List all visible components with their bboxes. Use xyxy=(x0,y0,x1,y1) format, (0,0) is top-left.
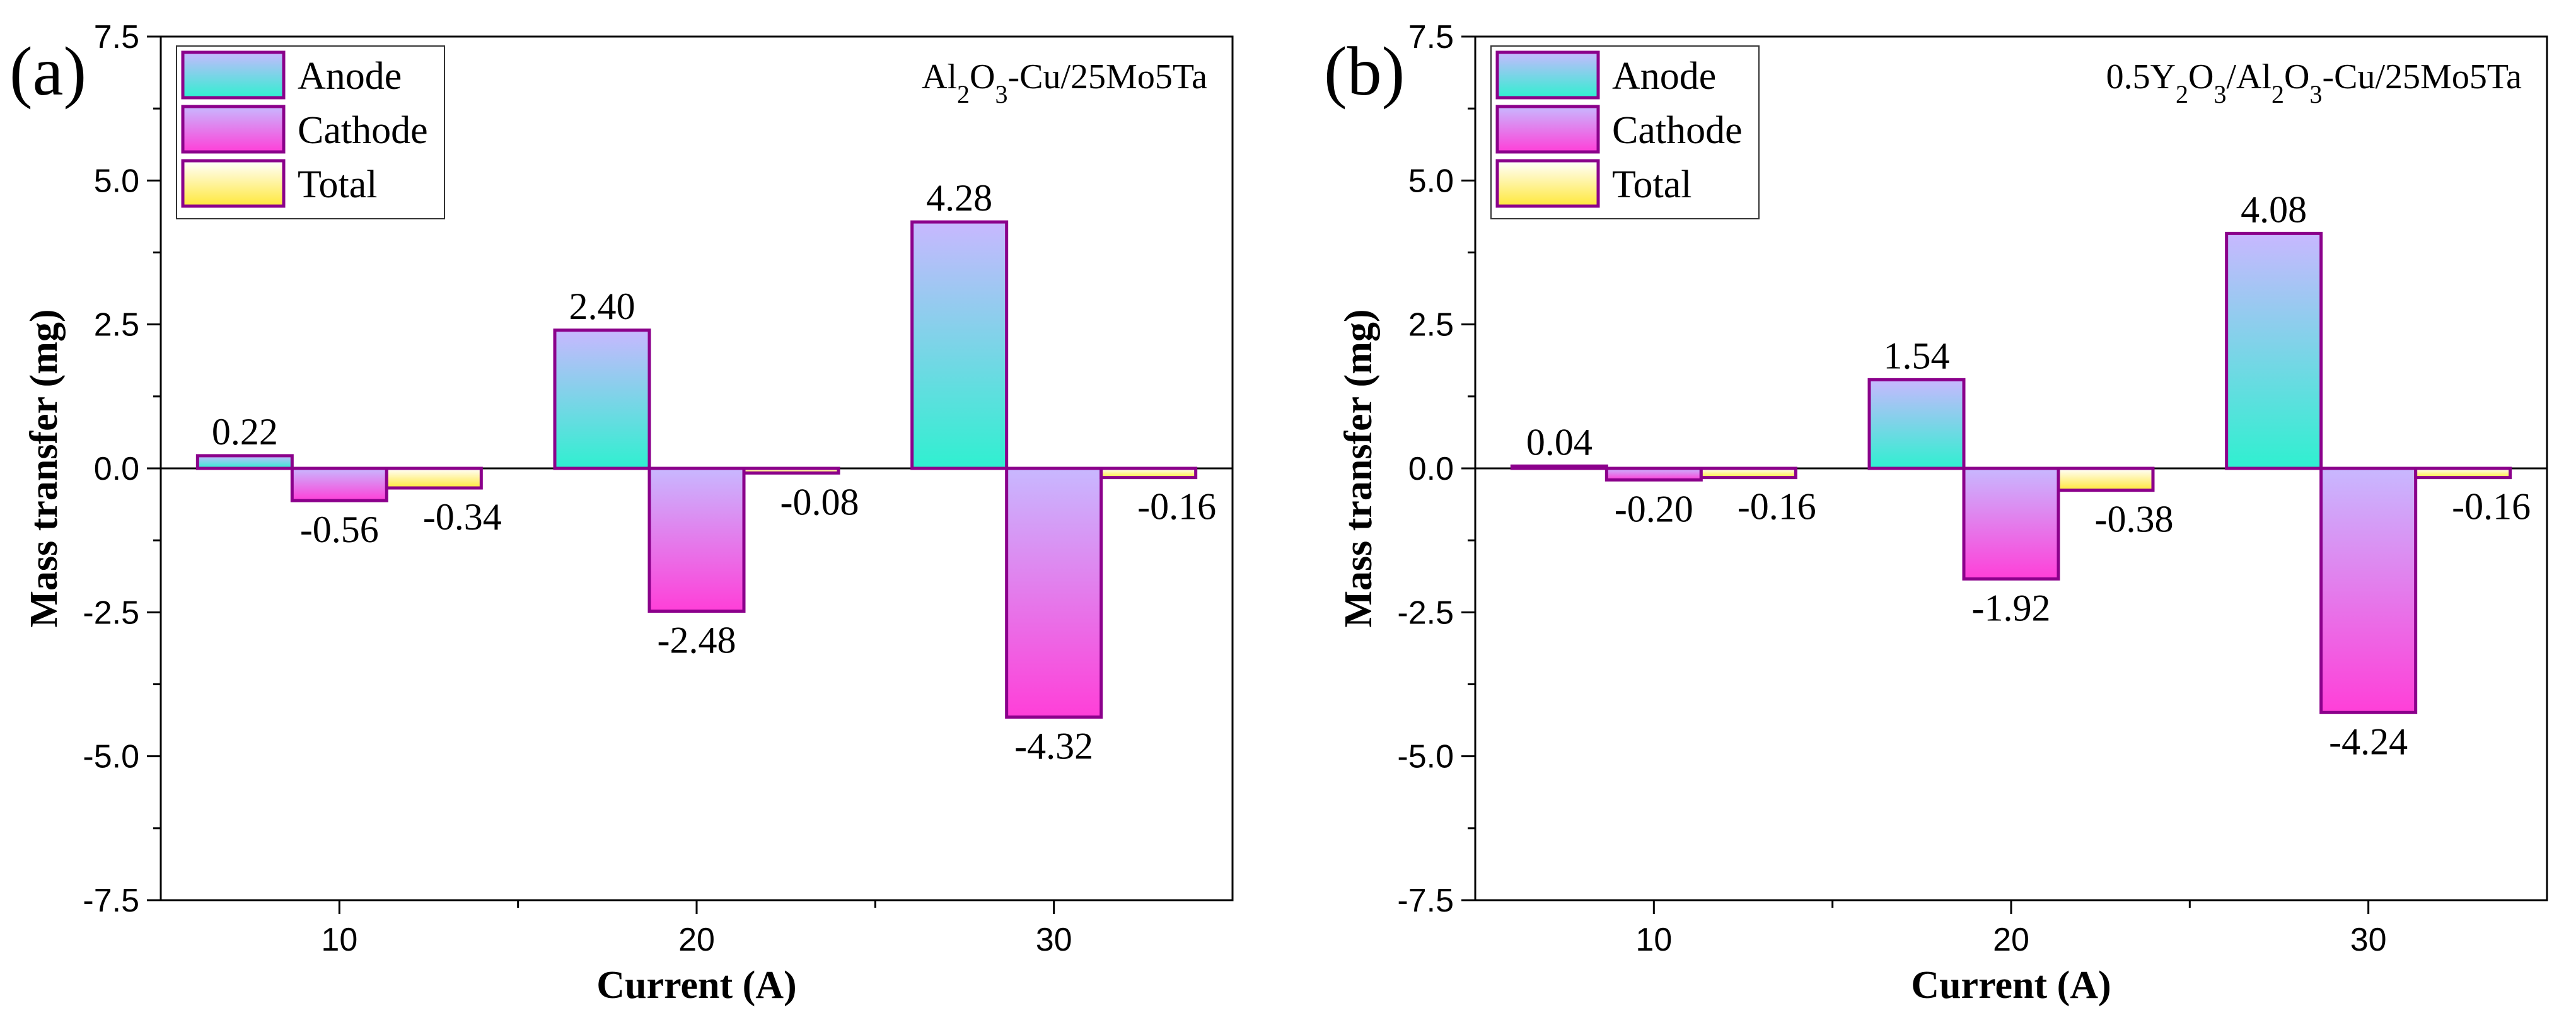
annotation-subscript: 2 xyxy=(2271,80,2284,108)
y-tick-label: 5.0 xyxy=(94,163,139,199)
legend-label-anode: Anode xyxy=(298,55,402,98)
annotation-text: -Cu/25Mo5Ta xyxy=(1007,57,1207,96)
y-tick-label: 0.0 xyxy=(1408,451,1454,487)
data-label-total: -0.16 xyxy=(1137,486,1216,528)
data-label-total: -0.34 xyxy=(423,496,502,538)
y-tick-label: -5.0 xyxy=(1397,739,1454,775)
material-annotation: 0.5Y2O3/Al2O3-Cu/25Mo5Ta xyxy=(2106,57,2522,108)
data-label-anode: 4.28 xyxy=(926,177,992,219)
annotation-subscript: 3 xyxy=(995,80,1007,108)
x-tick-label: 10 xyxy=(1635,922,1672,958)
legend-swatch-anode xyxy=(1495,50,1600,100)
data-label-cathode: -4.32 xyxy=(1014,726,1093,767)
bar-cathode xyxy=(2319,466,2418,714)
y-tick-label: 5.0 xyxy=(1408,163,1454,199)
bar-total xyxy=(742,466,840,475)
panel-label: (a) xyxy=(9,33,86,110)
bar-anode xyxy=(1510,464,1608,470)
bar-anode xyxy=(553,328,651,470)
data-label-cathode: -0.20 xyxy=(1615,488,1693,530)
annotation-subscript: 3 xyxy=(2213,80,2226,108)
bar-anode xyxy=(1867,378,1966,470)
data-label-anode: 0.04 xyxy=(1526,421,1593,463)
annotation-text: 0.5Y xyxy=(2106,57,2176,96)
bar-cathode xyxy=(1604,466,1703,482)
y-tick-label: 7.5 xyxy=(1408,19,1454,55)
x-tick-label: 30 xyxy=(1036,922,1072,958)
legend-swatch-anode xyxy=(181,50,286,100)
data-label-cathode: -0.56 xyxy=(300,509,379,550)
y-tick-label: 7.5 xyxy=(94,19,139,55)
y-tick-label: 2.5 xyxy=(94,307,139,344)
material-annotation: Al2O3-Cu/25Mo5Ta xyxy=(922,57,1207,108)
bar-total xyxy=(2057,466,2155,492)
legend: Anode Cathode Total xyxy=(1490,45,1760,219)
y-tick-label: -7.5 xyxy=(83,883,139,919)
data-label-anode: 2.40 xyxy=(569,286,635,327)
bar-total xyxy=(1699,466,1797,480)
y-tick-label: -5.0 xyxy=(83,739,139,775)
legend-swatch-cathode xyxy=(181,105,286,154)
bar-anode xyxy=(910,220,1009,470)
bar-cathode xyxy=(290,466,388,502)
bar-total xyxy=(2414,466,2512,480)
annotation-text: Al xyxy=(922,57,957,96)
bar-total xyxy=(1099,466,1198,480)
bar-anode xyxy=(2225,231,2323,470)
bar-cathode xyxy=(647,466,746,613)
data-label-total: -0.08 xyxy=(780,481,859,523)
x-tick-label: 30 xyxy=(2350,922,2387,958)
x-tick-label: 20 xyxy=(1993,922,2029,958)
y-tick-label: -7.5 xyxy=(1397,883,1454,919)
annotation-text: /Al xyxy=(2226,57,2271,96)
annotation-subscript: 2 xyxy=(2176,80,2188,108)
data-label-total: -0.38 xyxy=(2095,499,2174,540)
y-tick-label: -2.5 xyxy=(83,594,139,631)
annotation-text: -Cu/25Mo5Ta xyxy=(2322,57,2522,96)
bar-cathode xyxy=(1962,466,2060,581)
legend: Anode Cathode Total xyxy=(176,45,445,219)
chart-panel-b: -7.5 -5.0 -2.5 0.0 2.5 5.0 7.5 10 0.04 -0.20 -0.16… xyxy=(1324,19,2548,1007)
bar-total xyxy=(385,466,483,490)
data-label-total: -0.16 xyxy=(1738,486,1816,528)
y-tick-label: 0.0 xyxy=(94,451,139,487)
data-label-cathode: -2.48 xyxy=(658,620,736,661)
y-tick-label: -2.5 xyxy=(1397,594,1454,631)
legend-label-total: Total xyxy=(1612,163,1692,206)
data-label-anode: 1.54 xyxy=(1884,335,1950,376)
legend-swatch-cathode xyxy=(1495,105,1600,154)
annotation-subscript: 2 xyxy=(957,80,970,108)
legend-label-total: Total xyxy=(298,163,378,206)
bar-cathode xyxy=(1005,466,1103,719)
x-tick-label: 20 xyxy=(678,922,715,958)
legend-swatch-total xyxy=(181,159,286,208)
annotation-text: O xyxy=(2284,57,2309,96)
y-axis-title: Mass transfer (mg) xyxy=(23,309,66,627)
legend-label-cathode: Cathode xyxy=(1612,109,1743,152)
chart-panel-a: -7.5 -5.0 -2.5 0.0 2.5 5.0 7.5 10 0.22 -0.56 -0.34… xyxy=(9,19,1234,1007)
x-axis-title: Current (A) xyxy=(1911,964,2111,1007)
y-tick-label: 2.5 xyxy=(1408,307,1454,344)
legend-swatch-total xyxy=(1495,159,1600,208)
panel-label: (b) xyxy=(1324,33,1405,110)
data-label-total: -0.16 xyxy=(2452,486,2531,528)
y-axis-title: Mass transfer (mg) xyxy=(1337,309,1380,627)
x-axis-title: Current (A) xyxy=(596,964,796,1007)
data-label-cathode: -4.24 xyxy=(2329,721,2408,762)
annotation-subscript: 3 xyxy=(2309,80,2322,108)
bar-anode xyxy=(195,454,294,470)
data-label-anode: 4.08 xyxy=(2241,188,2307,230)
data-label-cathode: -1.92 xyxy=(1972,587,2051,628)
legend-label-anode: Anode xyxy=(1612,55,1716,98)
x-tick-label: 10 xyxy=(321,922,357,958)
legend-label-cathode: Cathode xyxy=(298,109,428,152)
data-label-anode: 0.22 xyxy=(212,411,278,453)
annotation-text: O xyxy=(970,57,995,96)
annotation-text: O xyxy=(2188,57,2213,96)
